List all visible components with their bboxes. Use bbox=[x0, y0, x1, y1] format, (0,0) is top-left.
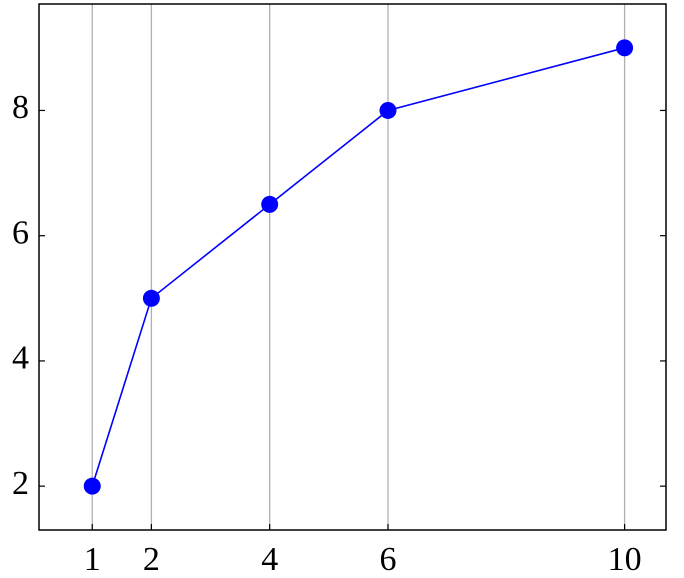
y-tick-label: 2 bbox=[12, 465, 29, 502]
x-tick-label: 10 bbox=[608, 541, 642, 578]
plot-frame bbox=[38, 3, 667, 531]
point bbox=[83, 477, 101, 495]
y-tick-label: 4 bbox=[12, 340, 29, 377]
x-tick-label: 1 bbox=[84, 541, 101, 578]
y-tick-label: 6 bbox=[12, 214, 29, 251]
line bbox=[91, 47, 625, 487]
point bbox=[616, 39, 634, 57]
point bbox=[261, 195, 279, 213]
y-tick-label: 8 bbox=[12, 89, 29, 126]
point bbox=[142, 289, 160, 307]
x-tick-label: 6 bbox=[379, 541, 396, 578]
x-tick-label: 2 bbox=[143, 541, 160, 578]
point bbox=[379, 101, 397, 119]
x-tick-label: 4 bbox=[261, 541, 278, 578]
